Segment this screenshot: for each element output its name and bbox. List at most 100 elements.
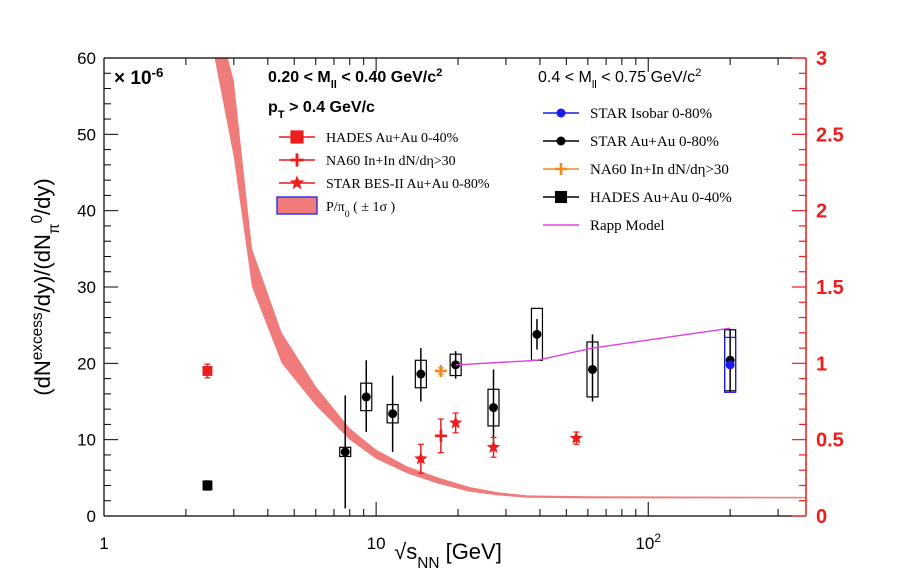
x-tick-label: 102: [635, 531, 661, 553]
y-tick-label-left: 0: [87, 507, 96, 526]
legend-right-2-marker: [555, 163, 567, 175]
x-axis-label: √sNN [GeV]: [394, 539, 502, 572]
y-tick-label-right: 3: [816, 48, 827, 70]
legend-left-2-label: STAR BES-II Au+Au 0-80%: [326, 177, 490, 192]
series-star-isobar-0-80-sys-box: [724, 336, 737, 393]
legend-left-0-label: HADES Au+Au 0-40%: [326, 131, 459, 146]
y-tick-label-right-part: 3: [816, 48, 827, 70]
ratio-band: [221, 58, 806, 499]
y-tick-label-right-part: 0: [816, 506, 827, 528]
annotation-low-mass-part: < 0.40 GeV/c: [337, 69, 436, 86]
y-multiplier-part: -6: [152, 65, 164, 80]
series-star-bes-ii-au-au-0-80-point: [414, 451, 428, 465]
y-axis-label-left-part: 0: [29, 215, 46, 224]
annotation-pt-cut-part: > 0.4 GeV/c: [285, 99, 375, 116]
y-tick-label-right-part: 2: [816, 201, 827, 223]
y-tick-label-right: 1: [816, 353, 827, 375]
y-axis-label-left-part: π: [46, 224, 63, 235]
y-axis-label-left: (dNexcess/dy)/(dNπ0/dy): [29, 178, 63, 395]
annotation-pt-cut-part: T: [278, 109, 285, 121]
legend-right-0-marker: [556, 108, 566, 118]
annotation-low-mass-part: ll: [331, 79, 337, 91]
legend-right-4-label-part: Rapp Model: [590, 218, 665, 234]
legend-right-0-label-part: STAR Isobar 0-80%: [590, 106, 712, 122]
series-na60-in-in-dn-d-30-point: [434, 364, 447, 377]
x-tick-label-part: 2: [654, 531, 661, 545]
x-tick-label: 10: [367, 534, 386, 553]
legend-left-0-label-part: HADES Au+Au 0-40%: [326, 131, 459, 146]
annotation-low-mass: 0.20 < Mll < 0.40 GeV/c2: [268, 67, 442, 91]
y-tick-label-left-part: 30: [77, 278, 96, 297]
legend-left-3-label-part: P/π: [326, 200, 345, 215]
y-axis-label-left-part: (dN: [30, 360, 55, 395]
y-tick-label-left-part: 20: [77, 354, 96, 373]
y-tick-label-right: 0: [816, 506, 827, 528]
legend-right-4-label: Rapp Model: [590, 218, 665, 234]
series-star-au-au-0-80-point: [361, 392, 371, 402]
y-axis-label-left-part: excess: [29, 312, 46, 360]
x-axis-label-part: √s: [394, 539, 417, 564]
series-star-bes-ii-au-au-0-80-point: [486, 440, 501, 453]
y-tick-label-right: 0.5: [816, 430, 844, 452]
series-hades-au-au-0-40-point: [202, 366, 213, 376]
series-hades-au-au-0-40-point: [202, 480, 213, 491]
y-tick-label-left: 50: [77, 125, 96, 144]
annotation-high-mass-part: 0.4 < M: [538, 69, 592, 86]
y-tick-label-left-part: 50: [77, 125, 96, 144]
legend-left-2-label-part: STAR BES-II Au+Au 0-80%: [326, 177, 490, 192]
annotation-low-mass-part: 2: [436, 67, 442, 79]
x-tick-label-part: 1: [99, 534, 108, 553]
y-tick-label-left-part: 60: [77, 49, 96, 68]
x-axis-label-part: NN: [417, 555, 439, 572]
y-multiplier-part: × 10: [114, 68, 152, 89]
y-axis-label-left-part: /dy)/(dN: [30, 234, 55, 312]
y-tick-label-left: 20: [77, 354, 96, 373]
x-axis-label-part: [GeV]: [439, 539, 501, 564]
series-star-au-au-0-80-point: [416, 369, 426, 379]
series-star-au-au-0-80-point: [532, 329, 542, 339]
legend-left-3-label-part: ( ± 1σ ): [350, 200, 396, 215]
y-tick-label-left-part: 0: [87, 507, 96, 526]
y-tick-label-right-part: 1: [816, 353, 827, 375]
ratio-band-top: [214, 58, 234, 158]
legend-left-1-label: NA60 In+In dN/dη>30: [326, 154, 456, 169]
x-tick-label: 1: [99, 534, 108, 553]
legend-right-3-label-part: HADES Au+Au 0-40%: [590, 190, 732, 206]
legend-left-0-marker: [290, 130, 304, 144]
series-na60-in-in-dn-d-30-point: [434, 429, 447, 442]
legend-right-3-label: HADES Au+Au 0-40%: [590, 190, 732, 206]
annotation-pt-cut: pT > 0.4 GeV/c: [268, 99, 375, 121]
series-star-au-au-0-80-point: [587, 364, 597, 374]
y-tick-label-left: 40: [77, 202, 96, 221]
legend-left-3-swatch: [276, 196, 318, 215]
y-tick-label-right-part: 0.5: [816, 430, 844, 452]
legend-right-2-label-part: NA60 In+In dN/dη>30: [590, 162, 729, 178]
legend-left-1-marker: [290, 153, 304, 167]
series-rapp-model-line: [455, 327, 731, 366]
legend-right-3-marker: [554, 190, 568, 204]
series-star-bes-ii-au-au-0-80-point: [449, 415, 463, 429]
y-multiplier: × 10-6: [114, 65, 163, 90]
y-tick-label-right: 2.5: [816, 124, 844, 146]
annotation-high-mass-part: 2: [695, 67, 701, 79]
annotation-pt-cut-part: p: [268, 99, 278, 116]
x-tick-label-part: 10: [635, 534, 654, 553]
y-tick-label-right-part: 1.5: [816, 277, 844, 299]
legend-right-1-marker: [556, 136, 566, 146]
series-star-bes-ii-au-au-0-80-point: [569, 431, 583, 444]
annotation-high-mass: 0.4 < Mll < 0.75 GeV/c2: [538, 67, 701, 91]
annotation-high-mass-part: < 0.75 GeV/c: [597, 69, 695, 86]
legend-left-3-label: P/π0 ( ± 1σ ): [326, 200, 396, 220]
x-tick-label-part: 10: [367, 534, 386, 553]
y-tick-label-left: 60: [77, 49, 96, 68]
annotation-low-mass-part: 0.20 < M: [268, 69, 331, 86]
y-tick-label-right: 1.5: [816, 277, 844, 299]
series-star-au-au-0-80-point: [388, 409, 398, 419]
legend-left-1-label-part: NA60 In+In dN/dη>30: [326, 154, 456, 169]
legend-right-1-label: STAR Au+Au 0-80%: [590, 134, 719, 150]
y-tick-label-left-part: 40: [77, 202, 96, 221]
y-tick-label-left: 30: [77, 278, 96, 297]
legend-right-1-label-part: STAR Au+Au 0-80%: [590, 134, 719, 150]
